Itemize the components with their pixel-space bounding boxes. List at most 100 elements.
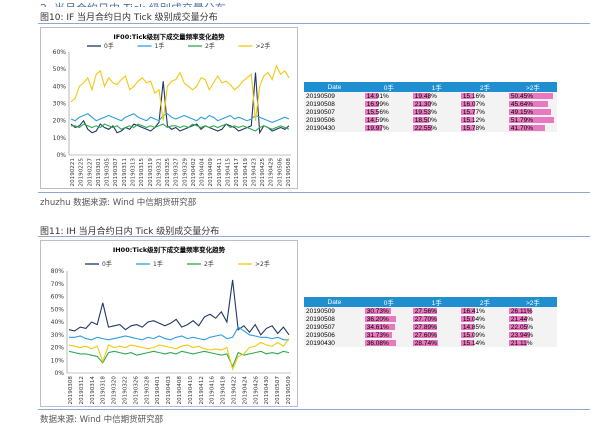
x-tick-label: 20190308 [68, 376, 74, 405]
cell-value: 14.85% [462, 323, 485, 331]
x-tick-label: 20190325 [165, 158, 171, 187]
legend-label: 2手 [204, 260, 214, 268]
table-row: 20190509 30.73% 27.56% 16.41% 26.11% [304, 307, 557, 315]
table-date-cell: 20190507 [304, 323, 365, 331]
table-value-cell: 15.09% [460, 331, 509, 339]
data-bar [460, 340, 474, 346]
table-value-cell: 23.94% [508, 331, 557, 339]
x-tick-label: 20190416 [210, 376, 216, 405]
cell-value: 34.61% [366, 323, 389, 331]
cell-value: 30.73% [366, 307, 389, 315]
x-tick-label: 20190307 [113, 158, 119, 187]
table-date-cell: 20190509 [304, 92, 365, 100]
table-value-cell: 14.85% [460, 323, 509, 331]
table-value-cell: 30.73% [364, 307, 413, 315]
table-value-cell: 26.11% [508, 307, 557, 315]
data-bar [508, 101, 549, 107]
x-tick-label: 20190429 [269, 158, 275, 187]
data-bar [364, 332, 393, 338]
legend-label: 1手 [153, 260, 163, 268]
cell-value: 15.09% [462, 331, 485, 339]
x-tick-label: 20190321 [156, 158, 162, 187]
cell-value: 41.70% [510, 124, 533, 132]
x-tick-label: 20190418 [221, 376, 227, 405]
x-tick-label: 20190430 [264, 376, 270, 405]
legend-label: >2手 [256, 42, 271, 50]
if-table-wrapper: Date 0手 1手 2手 >2手 20190509 14.91% 19.48% 15.16% 5… [304, 82, 557, 132]
legend-label: 0手 [102, 260, 112, 268]
series-line-3 [68, 338, 290, 371]
x-tick-label: 20190410 [188, 376, 194, 405]
x-tick-label: 20190422 [232, 376, 238, 404]
cell-value: 15.56% [366, 108, 389, 116]
cell-value: 18.50% [414, 116, 437, 124]
data-bar [364, 93, 378, 99]
table-value-cell: 16.07% [460, 100, 509, 108]
x-tick-label: 20190419 [243, 158, 249, 187]
figure-10-source: zhuzhu 数据来源: Wind 中信期货研究部 [40, 198, 197, 208]
data-bar [412, 316, 437, 322]
y-tick-label: 60% [53, 49, 67, 56]
table-value-cell: 27.70% [412, 315, 461, 323]
table-value-cell: 28.74% [412, 339, 461, 347]
table-value-cell: 19.97% [364, 124, 413, 132]
x-tick-label: 20190227 [87, 158, 93, 187]
x-tick-label: 20190313 [130, 158, 136, 187]
table-value-cell: 51.79% [508, 116, 557, 124]
y-tick-label: 30% [51, 332, 65, 339]
table-row: 20190509 14.91% 19.48% 15.16% 50.45% [304, 92, 557, 100]
cell-value: 19.97% [366, 124, 389, 132]
table-value-cell: 34.61% [364, 323, 413, 331]
table-value-cell: 50.45% [508, 92, 557, 100]
cell-value: 28.74% [414, 339, 437, 347]
table-row: 20190430 19.97% 22.55% 15.78% 41.70% [304, 124, 557, 132]
x-tick-label: 20190412 [199, 376, 205, 404]
cell-value: 27.56% [414, 307, 437, 315]
data-bar [508, 316, 528, 322]
table-value-cell: 15.12% [460, 116, 509, 124]
data-bar [460, 93, 474, 99]
table-value-cell: 21.30% [412, 100, 461, 108]
table-value-cell: 14.59% [364, 116, 413, 124]
cell-value: 26.11% [510, 307, 533, 315]
data-bar [460, 117, 474, 123]
x-tick-label: 20190404 [200, 158, 206, 187]
table-date-cell: 20190508 [304, 315, 365, 323]
cell-value: 16.07% [462, 100, 485, 108]
x-tick-label: 20190509 [286, 376, 292, 405]
cell-value: 36.20% [366, 315, 389, 323]
y-tick-label: 80% [51, 268, 65, 275]
data-bar [364, 117, 378, 123]
cell-value: 16.99% [366, 100, 389, 108]
x-tick-label: 20190401 [155, 376, 161, 405]
cell-value: 50.45% [510, 92, 533, 100]
cell-value: 36.08% [366, 339, 389, 347]
y-tick-label: 50% [53, 66, 67, 73]
cell-value: 22.55% [414, 124, 437, 132]
data-bar [412, 109, 430, 115]
data-bar [364, 316, 397, 322]
figure-10-chart: IF00:Tick级别下成交量频率变化趋势 0% 10% 20% 30% 40% 50% 6… [40, 27, 298, 189]
cell-value: 15.04% [462, 315, 485, 323]
data-bar [508, 117, 554, 123]
table-date-cell: 20190506 [304, 116, 365, 124]
data-bar [460, 125, 475, 131]
table-value-cell: 22.55% [412, 124, 461, 132]
data-bar [412, 340, 438, 346]
y-tick-label: 20% [53, 118, 67, 125]
x-tick-label: 20190327 [174, 158, 180, 187]
y-tick-label: 40% [51, 319, 65, 326]
x-tick-label: 20190225 [79, 158, 85, 187]
series-line-1 [69, 326, 289, 341]
x-tick-label: 20190305 [105, 158, 111, 187]
x-tick-label: 20190415 [226, 158, 232, 187]
data-bar [364, 324, 395, 330]
data-bar [412, 332, 437, 338]
x-tick-label: 20190318 [101, 376, 107, 405]
table-value-cell: 49.15% [508, 108, 557, 116]
table-row: 20190506 31.73% 27.60% 15.09% 23.94% [304, 331, 557, 339]
legend-label: >2手 [255, 260, 270, 268]
table-value-cell: 36.08% [364, 339, 413, 347]
ih-distribution-table: Date 0手 1手 2手 >2手 20190509 30.73% 27.56% 16.41% 2… [304, 297, 557, 347]
legend-label: 2手 [205, 42, 215, 50]
